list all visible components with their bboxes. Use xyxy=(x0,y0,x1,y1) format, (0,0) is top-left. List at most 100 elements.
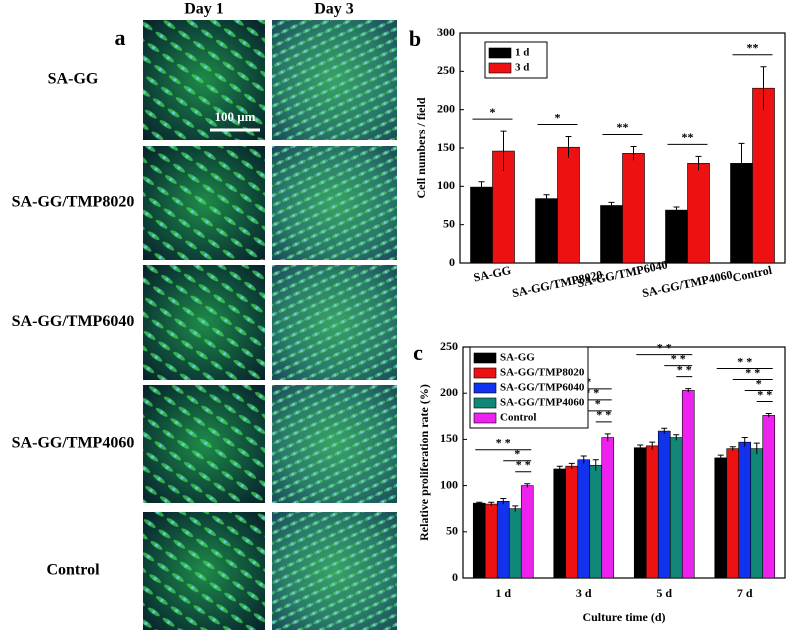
bar xyxy=(669,437,683,579)
bar xyxy=(553,468,567,579)
error-bar xyxy=(500,130,507,171)
significance-label: * xyxy=(595,397,601,411)
legend-swatch xyxy=(488,47,512,59)
error-bar xyxy=(580,455,587,464)
significance-label: * * xyxy=(496,436,511,450)
significance-label: * * xyxy=(737,354,752,368)
bar xyxy=(633,447,647,579)
error-bar xyxy=(649,441,656,450)
error-bar xyxy=(753,442,760,455)
error-bar xyxy=(729,446,736,451)
y-tick-label: 0 xyxy=(452,570,458,584)
bar xyxy=(738,441,752,579)
bar xyxy=(535,198,558,264)
bar xyxy=(762,415,776,579)
significance-label: * xyxy=(490,105,496,119)
y-tick-label: 100 xyxy=(437,178,455,192)
y-tick-label: 150 xyxy=(440,431,458,445)
bar xyxy=(752,87,775,264)
legend-swatch xyxy=(473,352,497,364)
error-bar xyxy=(512,505,519,512)
legend-swatch xyxy=(488,62,512,74)
legend-label: SA-GG/TMP6040 xyxy=(500,382,585,394)
cell-texture xyxy=(272,20,397,140)
bar xyxy=(622,153,645,264)
y-tick-label: 200 xyxy=(437,101,455,115)
error-bar xyxy=(592,459,599,471)
row-label: Control xyxy=(46,562,100,579)
bar xyxy=(645,445,659,579)
error-bar xyxy=(608,201,615,209)
error-bar xyxy=(661,427,668,434)
bar xyxy=(557,146,580,264)
y-axis-label: Cell numbers / field xyxy=(414,97,428,198)
cell-texture xyxy=(272,512,397,630)
micrographs xyxy=(143,20,397,630)
bar xyxy=(565,465,579,579)
plot-frame xyxy=(462,346,786,579)
bar xyxy=(726,448,740,579)
error-bar xyxy=(637,444,644,451)
significance-label: * xyxy=(514,447,520,461)
error-bar xyxy=(717,454,724,461)
significance-label: * * xyxy=(677,362,692,376)
y-tick-label: 150 xyxy=(437,140,455,154)
error-bar xyxy=(604,433,611,442)
panel-label: b xyxy=(409,26,421,51)
error-bar xyxy=(765,413,772,418)
x-tick-label: 5 d xyxy=(656,586,672,600)
column-label: Day 3 xyxy=(314,1,354,18)
bar xyxy=(601,437,615,579)
cell-texture xyxy=(272,146,397,260)
x-tick-label: SA-GG xyxy=(472,263,512,285)
y-tick-label: 300 xyxy=(437,25,455,39)
significance-label: * xyxy=(756,376,762,390)
bar xyxy=(657,430,671,579)
legend-label: Control xyxy=(500,412,536,424)
y-tick-label: 250 xyxy=(437,63,455,77)
significance-label: ** xyxy=(747,40,759,54)
error-bar xyxy=(543,194,550,203)
significance-label: * * xyxy=(657,340,672,354)
significance-label: * xyxy=(555,110,561,124)
error-bar xyxy=(685,388,692,393)
row-label: SA-GG/TMP6040 xyxy=(12,313,135,330)
legend-label: SA-GG xyxy=(500,352,535,364)
legend-label: 1 d xyxy=(515,47,529,59)
bar xyxy=(470,186,493,264)
row-label: SA-GG/TMP4060 xyxy=(12,435,135,452)
significance-label: * * xyxy=(596,408,611,422)
legend-swatch xyxy=(473,412,497,424)
error-bar xyxy=(695,155,702,171)
y-tick-label: 100 xyxy=(440,477,458,491)
cell-texture xyxy=(143,20,265,140)
cell-texture xyxy=(143,512,265,630)
error-bar xyxy=(630,145,637,161)
legend-label: 3 d xyxy=(515,62,529,74)
x-tick-label: 7 d xyxy=(737,586,753,600)
bar xyxy=(714,457,728,579)
y-axis-label: Relative proliferation rate (%) xyxy=(417,384,431,541)
legend-swatch xyxy=(473,367,497,379)
error-bar xyxy=(500,498,507,505)
significance-label: * * xyxy=(757,387,772,401)
y-tick-label: 0 xyxy=(449,255,455,269)
cell-texture xyxy=(143,385,265,503)
x-axis-label: Culture time (d) xyxy=(582,610,665,624)
bar xyxy=(681,390,695,579)
y-tick-label: 50 xyxy=(446,524,458,538)
error-bar xyxy=(476,501,483,505)
bar xyxy=(589,464,603,579)
y-tick-label: 50 xyxy=(443,216,455,230)
legend-swatch xyxy=(473,382,497,394)
legend-label: SA-GG/TMP8020 xyxy=(500,367,585,379)
x-tick-label: 3 d xyxy=(576,586,592,600)
bar xyxy=(484,503,498,579)
cell-texture xyxy=(272,385,397,503)
cell-texture xyxy=(143,146,265,260)
cell-texture xyxy=(143,265,265,380)
legend-swatch xyxy=(473,397,497,409)
error-bar xyxy=(478,181,485,193)
error-bar xyxy=(741,437,748,447)
y-tick-label: 200 xyxy=(440,385,458,399)
